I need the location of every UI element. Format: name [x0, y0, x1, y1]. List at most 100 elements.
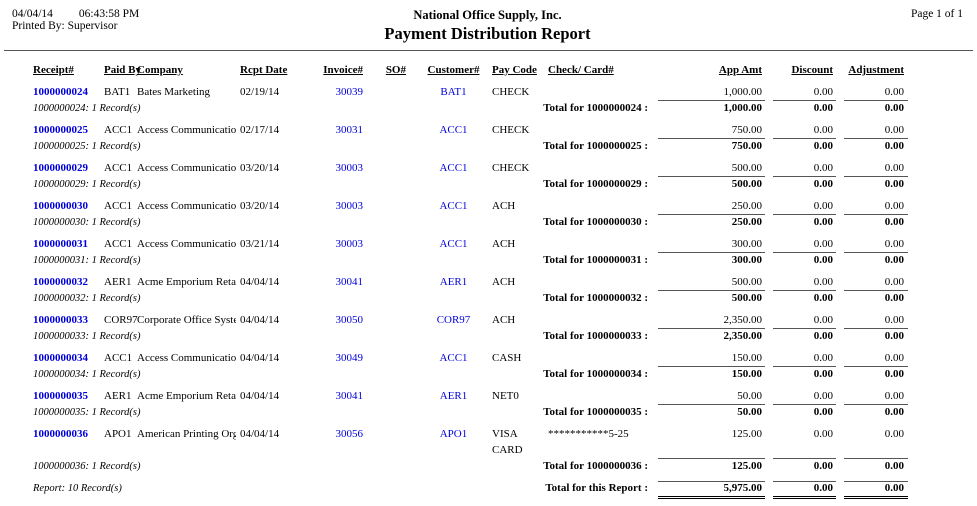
invoice-number-link[interactable]: 30003: [335, 162, 364, 174]
customer-number-link[interactable]: ACC1: [439, 124, 468, 136]
receipt-group: 1000000033 COR97 Corporate Office System…: [0, 312, 977, 344]
receipt-number-link[interactable]: 1000000024: [33, 86, 88, 98]
app-amt-value: 1,000.00: [723, 86, 763, 98]
receipt-detail-row: 1000000032 AER1 Acme Emporium Retail 04/…: [0, 274, 977, 290]
receipt-total-adjustment: 0.00: [844, 290, 908, 306]
records-note: 1000000029: 1 Record(s): [33, 179, 141, 190]
rcpt-date-value: 04/04/14: [240, 314, 280, 326]
receipt-number-link[interactable]: 1000000032: [33, 276, 88, 288]
receipt-group: 1000000031 ACC1 Access Communication 03/…: [0, 236, 977, 268]
adjustment-value: 0.00: [884, 86, 904, 98]
receipt-detail-row: 1000000025 ACC1 Access Communication 02/…: [0, 122, 977, 138]
receipt-detail-row: 1000000033 COR97 Corporate Office System…: [0, 312, 977, 328]
col-paid-by: Paid By: [104, 64, 141, 76]
receipt-total-discount: 0.00: [773, 252, 836, 268]
receipt-total-adjustment: 0.00: [844, 176, 908, 192]
receipt-group: 1000000035 AER1 Acme Emporium Retail 04/…: [0, 388, 977, 420]
receipt-total-adjustment: 0.00: [844, 214, 908, 230]
customer-number-link[interactable]: ACC1: [439, 352, 468, 364]
report-total-adjustment: 0.00: [844, 481, 908, 499]
company-value: Corporate Office System: [137, 314, 236, 326]
adjustment-value: 0.00: [884, 314, 904, 326]
pay-code-value: ACH: [492, 276, 516, 288]
paid-by-value: ACC1: [104, 124, 133, 136]
discount-value: 0.00: [813, 314, 833, 326]
receipt-total-label: Total for 1000000030 :: [543, 216, 648, 228]
receipt-number-link[interactable]: 1000000029: [33, 162, 88, 174]
adjustment-value: 0.00: [884, 162, 904, 174]
col-check-card: Check/ Card#: [548, 64, 614, 76]
receipt-total-row: 1000000025: 1 Record(s) Total for 100000…: [0, 138, 977, 154]
pay-code-value: NET0: [492, 390, 519, 402]
report-total-row: Report: 10 Record(s) Total for this Repo…: [0, 481, 977, 499]
company-value: Access Communication: [137, 162, 236, 174]
invoice-number-link[interactable]: 30031: [335, 124, 364, 136]
records-note: 1000000035: 1 Record(s): [33, 407, 141, 418]
invoice-number-link[interactable]: 30039: [335, 86, 364, 98]
print-date: 04/04/14: [12, 8, 53, 20]
receipt-total-row: 1000000030: 1 Record(s) Total for 100000…: [0, 214, 977, 230]
receipt-total-adjustment: 0.00: [844, 100, 908, 116]
receipt-groups: 1000000024 BAT1 Bates Marketing 02/19/14…: [0, 84, 977, 474]
receipt-number-link[interactable]: 1000000030: [33, 200, 88, 212]
customer-number-link[interactable]: AER1: [439, 390, 468, 402]
pay-code-value: CASH: [492, 352, 522, 364]
app-amt-value: 300.00: [731, 238, 762, 250]
customer-number-link[interactable]: APO1: [439, 428, 468, 440]
paid-by-value: ACC1: [104, 200, 133, 212]
company-value: Access Communication: [137, 238, 236, 250]
receipt-detail-row: 1000000035 AER1 Acme Emporium Retail 04/…: [0, 388, 977, 404]
adjustment-value: 0.00: [884, 276, 904, 288]
receipt-total-app-amt: 150.00: [658, 366, 765, 382]
invoice-number-link[interactable]: 30050: [335, 314, 364, 326]
customer-number-link[interactable]: ACC1: [439, 162, 468, 174]
receipt-total-app-amt: 500.00: [658, 176, 765, 192]
col-receipt: Receipt#: [33, 64, 74, 76]
receipt-detail-row: 1000000034 ACC1 Access Communication 04/…: [0, 350, 977, 366]
receipt-number-link[interactable]: 1000000031: [33, 238, 88, 250]
paid-by-value: APO1: [104, 428, 132, 440]
column-header-row: Receipt# Paid By Company Rcpt Date Invoi…: [0, 64, 977, 76]
invoice-number-link[interactable]: 30041: [335, 390, 364, 402]
receipt-detail-row: 1000000036 APO1 American Printing Org 04…: [0, 426, 977, 458]
company-name: National Office Supply, Inc.: [413, 8, 562, 22]
customer-number-link[interactable]: ACC1: [439, 238, 468, 250]
customer-number-link[interactable]: BAT1: [440, 86, 467, 98]
receipt-total-label: Total for 1000000025 :: [543, 140, 648, 152]
app-amt-value: 150.00: [731, 352, 762, 364]
receipt-total-label: Total for 1000000032 :: [543, 292, 648, 304]
company-value: Acme Emporium Retail: [137, 276, 236, 288]
receipt-number-link[interactable]: 1000000025: [33, 124, 88, 136]
receipt-number-link[interactable]: 1000000034: [33, 352, 88, 364]
customer-number-link[interactable]: COR97: [436, 314, 471, 326]
adjustment-value: 0.00: [884, 124, 904, 136]
invoice-number-link[interactable]: 30049: [335, 352, 364, 364]
receipt-total-adjustment: 0.00: [844, 138, 908, 154]
receipt-total-app-amt: 2,350.00: [658, 328, 765, 344]
receipt-number-link[interactable]: 1000000036: [33, 428, 88, 440]
col-rcpt-date: Rcpt Date: [240, 64, 288, 76]
receipt-total-adjustment: 0.00: [844, 404, 908, 420]
records-note: 1000000031: 1 Record(s): [33, 255, 141, 266]
adjustment-value: 0.00: [884, 352, 904, 364]
records-note: 1000000025: 1 Record(s): [33, 141, 141, 152]
invoice-number-link[interactable]: 30056: [335, 428, 364, 440]
receipt-total-label: Total for 1000000029 :: [543, 178, 648, 190]
invoice-number-link[interactable]: 30041: [335, 276, 364, 288]
printed-by: Printed By: Supervisor: [12, 20, 118, 32]
invoice-number-link[interactable]: 30003: [335, 200, 364, 212]
receipt-number-link[interactable]: 1000000033: [33, 314, 88, 326]
company-value: Access Communication: [137, 352, 236, 364]
customer-number-link[interactable]: AER1: [439, 276, 468, 288]
customer-number-link[interactable]: ACC1: [439, 200, 468, 212]
receipt-number-link[interactable]: 1000000035: [33, 390, 88, 402]
receipt-total-label: Total for 1000000034 :: [543, 368, 648, 380]
paid-by-value: AER1: [104, 390, 132, 402]
invoice-number-link[interactable]: 30003: [335, 238, 364, 250]
receipt-group: 1000000025 ACC1 Access Communication 02/…: [0, 122, 977, 154]
company-value: American Printing Org: [137, 428, 236, 440]
col-so: SO#: [385, 64, 406, 76]
adjustment-value: 0.00: [884, 390, 904, 402]
receipt-total-app-amt: 250.00: [658, 214, 765, 230]
col-pay-code: Pay Code: [492, 64, 537, 76]
